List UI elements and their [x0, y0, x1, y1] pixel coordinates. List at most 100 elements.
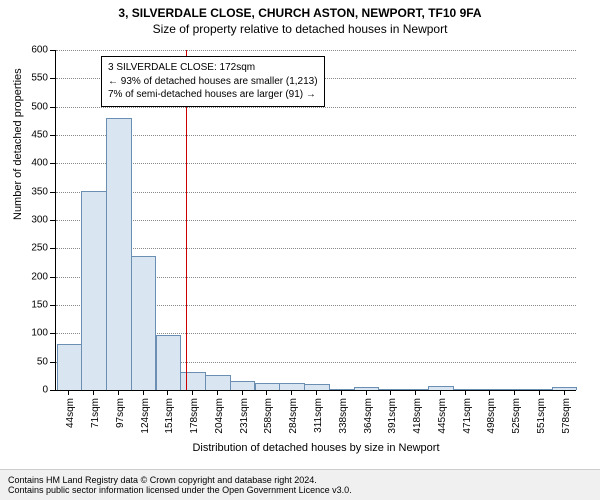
- y-tick-label: 600: [31, 45, 48, 56]
- x-tick-label: 364sqm: [363, 398, 374, 434]
- info-line1: 3 SILVERDALE CLOSE: 172sqm: [108, 61, 318, 75]
- gridline-h: [56, 107, 576, 108]
- y-tick-label: 450: [31, 130, 48, 141]
- x-tick-label: 338sqm: [338, 398, 349, 434]
- histogram-bar: [255, 383, 281, 390]
- x-tick: [514, 390, 515, 395]
- title-main: 3, SILVERDALE CLOSE, CHURCH ASTON, NEWPO…: [0, 0, 600, 20]
- y-tick: [50, 390, 56, 391]
- x-tick-label: 97sqm: [115, 398, 126, 428]
- histogram-bar: [180, 372, 206, 390]
- y-tick-label: 200: [31, 271, 48, 282]
- x-tick-label: 525sqm: [511, 398, 522, 434]
- x-tick-label: 498sqm: [486, 398, 497, 434]
- x-tick: [465, 390, 466, 395]
- info-line2: ← 93% of detached houses are smaller (1,…: [108, 75, 318, 89]
- y-tick-label: 350: [31, 186, 48, 197]
- footer-line2: Contains public sector information licen…: [8, 485, 592, 495]
- x-tick: [93, 390, 94, 395]
- y-tick-label: 0: [42, 385, 48, 396]
- x-tick-label: 418sqm: [412, 398, 423, 434]
- y-tick-label: 50: [37, 356, 48, 367]
- y-tick: [50, 248, 56, 249]
- x-tick: [242, 390, 243, 395]
- x-tick: [118, 390, 119, 395]
- chart-area: 050100150200250300350400450500550600 44s…: [55, 50, 576, 391]
- x-tick: [366, 390, 367, 395]
- x-tick: [564, 390, 565, 395]
- y-tick: [50, 135, 56, 136]
- x-tick: [217, 390, 218, 395]
- x-tick: [291, 390, 292, 395]
- y-tick: [50, 277, 56, 278]
- x-tick-label: 71sqm: [90, 398, 101, 428]
- y-tick: [50, 220, 56, 221]
- y-tick-label: 300: [31, 215, 48, 226]
- y-tick-label: 250: [31, 243, 48, 254]
- x-tick-label: 471sqm: [462, 398, 473, 434]
- footer: Contains HM Land Registry data © Crown c…: [0, 469, 600, 500]
- x-tick: [415, 390, 416, 395]
- x-tick: [341, 390, 342, 395]
- footer-line1: Contains HM Land Registry data © Crown c…: [8, 475, 592, 485]
- x-tick-label: 551sqm: [536, 398, 547, 434]
- x-tick-label: 44sqm: [65, 398, 76, 428]
- title-sub: Size of property relative to detached ho…: [0, 20, 600, 36]
- y-tick: [50, 362, 56, 363]
- x-tick: [192, 390, 193, 395]
- x-tick-label: 204sqm: [214, 398, 225, 434]
- y-tick: [50, 50, 56, 51]
- y-tick-label: 500: [31, 101, 48, 112]
- x-tick: [266, 390, 267, 395]
- x-tick: [143, 390, 144, 395]
- gridline-h: [56, 50, 576, 51]
- x-tick-label: 284sqm: [288, 398, 299, 434]
- histogram-bar: [428, 386, 454, 390]
- histogram-bar: [279, 383, 305, 390]
- x-tick: [440, 390, 441, 395]
- y-axis-label: Number of detached properties: [12, 68, 24, 220]
- histogram-bar: [527, 389, 553, 390]
- y-tick: [50, 163, 56, 164]
- gridline-h: [56, 220, 576, 221]
- x-tick-label: 578sqm: [561, 398, 572, 434]
- gridline-h: [56, 248, 576, 249]
- x-axis-label: Distribution of detached houses by size …: [56, 442, 576, 454]
- gridline-h: [56, 135, 576, 136]
- gridline-h: [56, 163, 576, 164]
- x-tick-label: 445sqm: [437, 398, 448, 434]
- x-tick: [316, 390, 317, 395]
- x-tick: [539, 390, 540, 395]
- y-tick: [50, 78, 56, 79]
- y-tick-label: 550: [31, 73, 48, 84]
- histogram-bar: [131, 256, 157, 390]
- histogram-bar: [205, 375, 231, 390]
- x-tick-label: 258sqm: [263, 398, 274, 434]
- y-tick-label: 400: [31, 158, 48, 169]
- x-tick: [68, 390, 69, 395]
- x-tick-label: 151sqm: [164, 398, 175, 434]
- y-tick-label: 100: [31, 328, 48, 339]
- histogram-bar: [81, 191, 107, 390]
- y-tick-label: 150: [31, 300, 48, 311]
- info-line3: 7% of semi-detached houses are larger (9…: [108, 88, 318, 102]
- x-tick-label: 178sqm: [189, 398, 200, 434]
- x-tick: [489, 390, 490, 395]
- x-tick-label: 391sqm: [387, 398, 398, 434]
- y-tick: [50, 107, 56, 108]
- histogram-bar: [230, 381, 256, 391]
- histogram-bar: [329, 389, 355, 390]
- histogram-bar: [106, 118, 132, 390]
- histogram-bar: [57, 344, 83, 390]
- x-tick-label: 124sqm: [140, 398, 151, 434]
- x-tick-label: 231sqm: [239, 398, 250, 434]
- y-tick: [50, 192, 56, 193]
- gridline-h: [56, 192, 576, 193]
- y-tick: [50, 305, 56, 306]
- info-box: 3 SILVERDALE CLOSE: 172sqm ← 93% of deta…: [101, 56, 325, 107]
- x-tick: [390, 390, 391, 395]
- y-tick: [50, 333, 56, 334]
- x-tick: [167, 390, 168, 395]
- histogram-bar: [156, 335, 182, 390]
- x-tick-label: 311sqm: [313, 398, 324, 433]
